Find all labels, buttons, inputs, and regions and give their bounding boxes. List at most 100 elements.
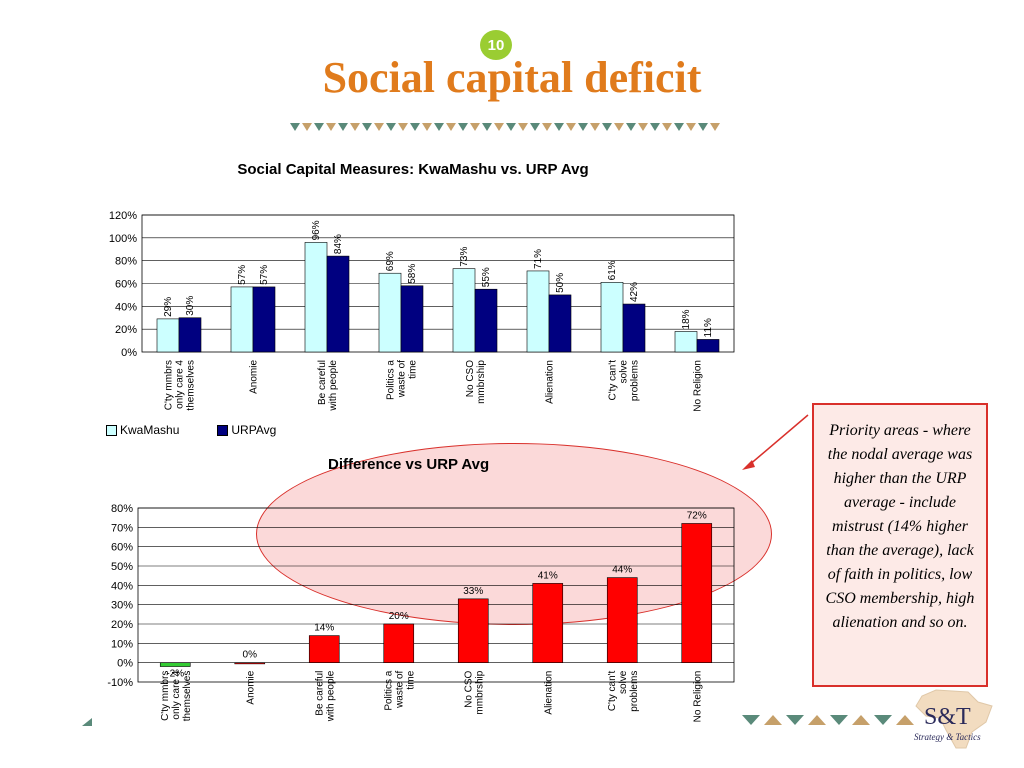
y-tick-label: 0% [117, 658, 133, 670]
legend-item-urp: URPAvg [217, 423, 276, 437]
category-label-6: C'ty can'tsolveproblems [607, 670, 640, 712]
category-label-0: C'ty mmbrsonly care 4themselves [160, 670, 193, 721]
zigzag-triangle [614, 123, 624, 131]
value-label: 30% [185, 296, 196, 316]
zigzag-triangle [638, 123, 648, 131]
category-label-1: Anomie [245, 670, 256, 704]
bar-difference-5 [532, 583, 564, 663]
bar-urp-3 [400, 285, 424, 353]
bar-kwamashu-3 [378, 272, 402, 353]
bar-urp-6 [622, 303, 646, 353]
category-label-3: Politics awaste oftime [383, 670, 416, 710]
zigzag-triangle [398, 123, 408, 131]
bar-urp-1 [252, 286, 276, 353]
legend-label-urp: URPAvg [231, 423, 277, 437]
value-label: 29% [163, 297, 174, 317]
category-label-5: Alienation [543, 671, 554, 715]
zigzag-triangle [578, 123, 588, 131]
value-label: 57% [259, 265, 270, 285]
zigzag-triangle [786, 715, 804, 725]
category-label-4: No CSOmmbrship [465, 360, 487, 404]
legend-label-kwamashu: KwaMashu [120, 423, 180, 437]
plot-area [141, 214, 735, 353]
zigzag-triangle [742, 715, 760, 725]
chart1-legend: KwaMashu URPAvg [106, 423, 276, 437]
zigzag-triangle [542, 123, 552, 131]
value-label: 20% [389, 611, 409, 622]
value-label: 50% [555, 273, 566, 293]
y-tick-label: 20% [111, 619, 133, 631]
y-tick-label: 60% [115, 279, 137, 291]
zigzag-triangle [434, 123, 444, 131]
bar-urp-7 [696, 339, 720, 353]
bar-kwamashu-2 [304, 242, 328, 353]
zigzag-triangle [290, 123, 300, 131]
zigzag-triangle [326, 123, 336, 131]
zigzag-triangle [482, 123, 492, 131]
logo-text: S&T [924, 704, 971, 730]
zigzag-triangle [830, 715, 848, 725]
y-tick-label: 10% [111, 638, 133, 650]
zigzag-triangle [494, 123, 504, 131]
bar-kwamashu-0 [156, 318, 180, 353]
value-label: 42% [629, 282, 640, 302]
zigzag-triangle [852, 715, 870, 725]
st-logo: S&T Strategy & Tactics [906, 688, 996, 750]
value-label: 0% [243, 650, 258, 661]
zigzag-triangle [554, 123, 564, 131]
category-label-5: Alienation [545, 360, 556, 404]
zigzag-triangle [518, 123, 528, 131]
category-label-4: No CSOmmbrship [463, 670, 485, 714]
zigzag-triangle [302, 123, 312, 131]
bar-difference-3 [383, 623, 415, 663]
y-tick-label: 30% [111, 600, 133, 612]
y-tick-label: -10% [107, 677, 133, 689]
y-tick-label: 40% [115, 301, 137, 313]
value-label: 55% [481, 267, 492, 287]
bar-urp-5 [548, 294, 572, 353]
bar-urp-2 [326, 255, 350, 353]
zigzag-triangle [446, 123, 456, 131]
plot-area [137, 507, 735, 683]
category-label-7: No Religion [693, 360, 704, 412]
zigzag-triangle [590, 123, 600, 131]
value-label: 73% [459, 247, 470, 267]
africa-map-icon [915, 689, 993, 749]
zigzag-triangle [506, 123, 516, 131]
category-label-2: Be carefulwith people [317, 360, 339, 412]
legend-swatch-urp [217, 424, 229, 436]
value-label: 69% [385, 251, 396, 271]
bar-kwamashu-1 [230, 286, 254, 353]
value-label: 72% [687, 510, 707, 521]
bar-kwamashu-6 [600, 282, 624, 353]
y-tick-label: 0% [121, 347, 137, 359]
value-label: 61% [607, 260, 618, 280]
value-label: 71% [533, 249, 544, 269]
y-tick-label: 20% [115, 324, 137, 336]
zigzag-triangle [874, 715, 892, 725]
bar-kwamashu-7 [674, 331, 698, 353]
zigzag-triangle [338, 123, 348, 131]
chart1-title: Social Capital Measures: KwaMashu vs. UR… [237, 161, 589, 178]
zigzag-triangle [602, 123, 612, 131]
bar-kwamashu-5 [526, 270, 550, 353]
zigzag-triangle [650, 123, 660, 131]
bar-difference-2 [308, 635, 340, 663]
value-label: 14% [314, 623, 334, 634]
zigzag-triangle [374, 123, 384, 131]
slide-number-badge: 10 [480, 30, 512, 60]
zigzag-triangle [458, 123, 468, 131]
zigzag-triangle [470, 123, 480, 131]
category-label-6: C'ty can'tsolveproblems [608, 360, 641, 402]
zigzag-triangle [686, 123, 696, 131]
y-tick-label: 80% [111, 503, 133, 515]
bar-urp-0 [178, 317, 202, 353]
decorative-zigzag-top [290, 123, 720, 131]
value-label: 18% [681, 309, 692, 329]
zigzag-triangle [808, 715, 826, 725]
zigzag-triangle [698, 123, 708, 131]
value-label: 11% [703, 318, 714, 337]
value-label: -2% [166, 669, 184, 680]
bar-difference-6 [606, 577, 638, 663]
value-label: 57% [237, 265, 248, 285]
